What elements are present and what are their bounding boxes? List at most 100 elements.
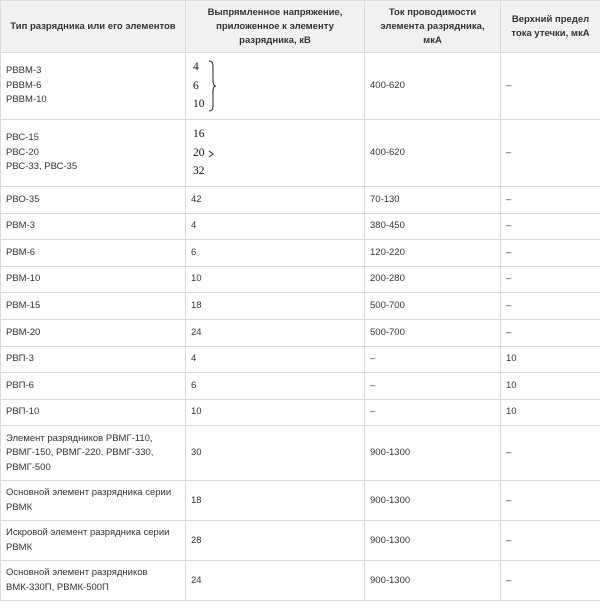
table-row: РВО-35 42 70-130 – — [0, 186, 600, 214]
table-row: РВМ-15 18 500-700 – — [0, 292, 600, 320]
cell-type: Элемент разрядников РВМГ-110, РВМГ-150, … — [0, 425, 186, 482]
cell-current: 400-620 — [364, 119, 501, 187]
cell-current: 500-700 — [364, 318, 501, 347]
cell-voltage: 28 — [185, 520, 365, 562]
table-row: Основной элемент разрядников ВМК-330П, Р… — [0, 560, 600, 602]
cell-current: 380-450 — [364, 212, 501, 241]
cell-line: РВМК — [6, 541, 33, 553]
cell-current: 200-280 — [364, 265, 501, 294]
cell-type: РВВМ-3 РВВМ-6 РВВМ-10 — [0, 52, 186, 120]
cell-type: РВМ-20 — [0, 318, 186, 347]
cell-current: 900-1300 — [364, 425, 501, 482]
cell-type: РВМ-6 — [0, 239, 186, 267]
cell-type: РВС-15 РВС-20 РВС-33, РВС-35 — [0, 119, 186, 187]
cell-type: РВП-3 — [0, 345, 186, 374]
table-row: РВП-3 4 – 10 — [0, 345, 600, 374]
header-leak: Верхний предел тока утечки, мкА — [500, 0, 600, 53]
cell-current: 500-700 — [364, 292, 501, 320]
cell-type: Искровой элемент разрядника серии РВМК — [0, 520, 186, 562]
cell-current: 400-620 — [364, 52, 501, 120]
cell-leak: – — [500, 119, 600, 187]
cell-line: РВМК — [6, 501, 33, 513]
cell-leak: – — [500, 318, 600, 347]
right-brace-icon — [208, 60, 217, 112]
cell-voltage: 10 — [185, 265, 365, 294]
voltage-value: 4 — [193, 61, 199, 74]
cell-leak: – — [500, 52, 600, 120]
cell-voltage: 10 — [185, 398, 365, 427]
cell-leak: – — [500, 186, 600, 214]
table-row: РВМ-3 4 380-450 – — [0, 212, 600, 241]
cell-leak: – — [500, 520, 600, 562]
cell-line: РВМГ-150, РВМГ-220, РВМГ-330, — [6, 447, 154, 459]
cell-line: РВВМ-10 — [6, 94, 47, 106]
table-row: РВП-6 6 – 10 — [0, 372, 600, 400]
cell-line: ВМК-330П, РВМК-500П — [6, 581, 109, 593]
cell-current: – — [364, 345, 501, 374]
table-row: РВС-15 РВС-20 РВС-33, РВС-35 16 20 32 40… — [0, 119, 600, 187]
right-brace-icon — [208, 127, 214, 179]
cell-line: Элемент разрядников РВМГ-110, — [6, 432, 153, 444]
table-row: РВМ-10 10 200-280 – — [0, 265, 600, 294]
voltage-group: 16 20 32 — [191, 125, 214, 181]
cell-leak: 10 — [500, 398, 600, 427]
table-row: Элемент разрядников РВМГ-110, РВМГ-150, … — [0, 425, 600, 482]
cell-type: РВМ-15 — [0, 292, 186, 320]
cell-voltage: 6 — [185, 372, 365, 400]
voltage-value: 32 — [193, 165, 205, 178]
cell-current: – — [364, 372, 501, 400]
cell-current: 120-220 — [364, 239, 501, 267]
cell-leak: – — [500, 292, 600, 320]
cell-leak: 10 — [500, 372, 600, 400]
table-row: Искровой элемент разрядника серии РВМК 2… — [0, 520, 600, 562]
table-header-row: Тип разрядника или его элементов Выпрямл… — [0, 0, 600, 53]
cell-type: РВМ-3 — [0, 212, 186, 241]
cell-line: РВС-33, РВС-35 — [6, 161, 78, 173]
cell-line: РВВМ-3 — [6, 65, 42, 77]
cell-line: РВМГ-500 — [6, 461, 51, 473]
cell-voltage: 4 — [185, 345, 365, 374]
cell-current: 70-130 — [364, 186, 501, 214]
cell-voltage: 4 6 10 — [185, 52, 365, 120]
cell-voltage: 30 — [185, 425, 365, 482]
cell-voltage: 4 — [185, 212, 365, 241]
cell-leak: – — [500, 239, 600, 267]
cell-leak: – — [500, 265, 600, 294]
cell-current: 900-1300 — [364, 520, 501, 562]
cell-voltage: 18 — [185, 480, 365, 522]
voltage-value: 10 — [193, 98, 205, 111]
table-row: РВП-10 10 – 10 — [0, 398, 600, 427]
header-type: Тип разрядника или его элементов — [0, 0, 186, 53]
table-row: РВМ-6 6 120-220 – — [0, 239, 600, 267]
cell-line: РВС-15 — [6, 132, 39, 144]
cell-voltage: 18 — [185, 292, 365, 320]
table-row: РВВМ-3 РВВМ-6 РВВМ-10 4 6 10 400-620 – — [0, 52, 600, 120]
table-row: Основной элемент разрядника серии РВМК 1… — [0, 480, 600, 522]
cell-leak: 10 — [500, 345, 600, 374]
voltage-value: 20 — [193, 146, 205, 159]
cell-type: РВМ-10 — [0, 265, 186, 294]
cell-leak: – — [500, 560, 600, 602]
cell-line: Искровой элемент разрядника серии — [6, 527, 170, 539]
cell-leak: – — [500, 212, 600, 241]
cell-leak: – — [500, 425, 600, 482]
cell-line: Основной элемент разрядника серии — [6, 487, 172, 499]
cell-current: – — [364, 398, 501, 427]
cell-voltage: 24 — [185, 560, 365, 602]
cell-line: РВС-20 — [6, 146, 39, 158]
cell-type: Основной элемент разрядника серии РВМК — [0, 480, 186, 522]
cell-type: Основной элемент разрядников ВМК-330П, Р… — [0, 560, 186, 602]
cell-current: 900-1300 — [364, 560, 501, 602]
cell-type: РВО-35 — [0, 186, 186, 214]
voltage-value: 6 — [193, 79, 199, 92]
cell-current: 900-1300 — [364, 480, 501, 522]
header-voltage: Выпрямленное напряжение, приложенное к э… — [185, 0, 365, 53]
cell-leak: – — [500, 480, 600, 522]
table-row: РВМ-20 24 500-700 – — [0, 318, 600, 347]
cell-voltage: 16 20 32 — [185, 119, 365, 187]
cell-voltage: 24 — [185, 318, 365, 347]
header-current: Ток проводимости элемента разрядника, мк… — [364, 0, 501, 53]
cell-line: РВВМ-6 — [6, 79, 42, 91]
cell-type: РВП-10 — [0, 398, 186, 427]
